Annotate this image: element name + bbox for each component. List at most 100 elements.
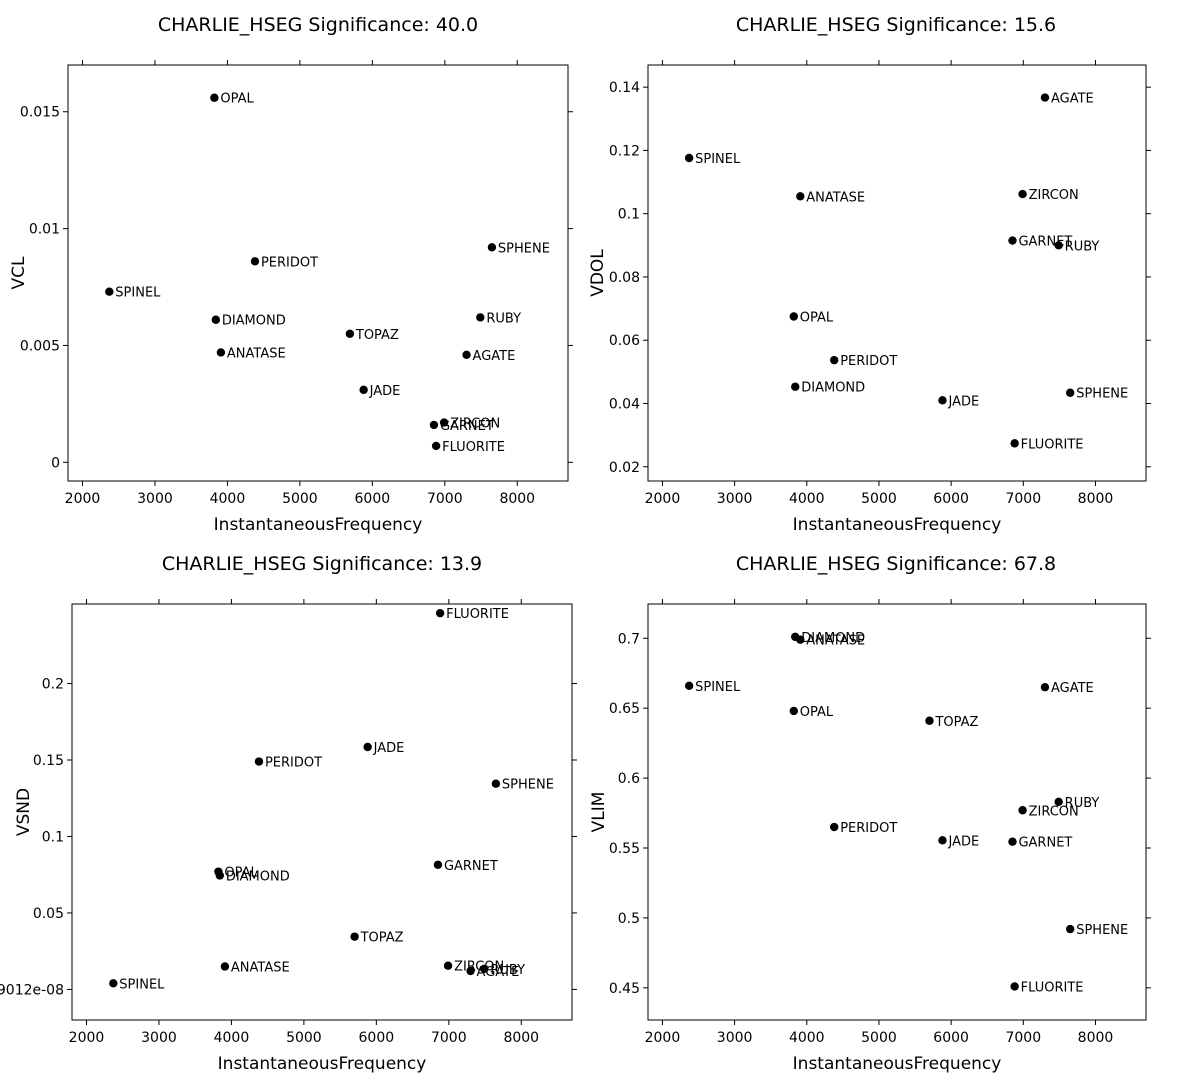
data-point-label: ANATASE — [231, 960, 290, 975]
data-point — [480, 964, 489, 973]
x-axis-label: InstantaneousFrequency — [793, 1054, 1002, 1074]
x-axis-label: InstantaneousFrequency — [793, 515, 1002, 535]
data-point-label: ZIRCON — [1029, 804, 1079, 819]
y-tick-label: 0.015 — [20, 105, 60, 121]
data-point — [796, 635, 805, 644]
data-point-label: JADE — [947, 834, 979, 849]
data-point-label: GARNET — [440, 419, 494, 434]
data-point — [789, 312, 798, 321]
data-point-label: DIAMOND — [801, 631, 865, 646]
data-point-label: DIAMOND — [222, 314, 286, 329]
x-tick-label: 7000 — [427, 491, 463, 507]
data-point — [487, 243, 497, 252]
x-tick-label: 5000 — [861, 491, 897, 507]
data-point-label: RUBY — [1065, 796, 1100, 811]
data-point — [1054, 797, 1063, 807]
data-point — [220, 962, 230, 971]
data-point — [791, 382, 800, 391]
data-point-label: ZIRCON — [450, 417, 500, 432]
data-point-label: FLUORITE — [1021, 980, 1084, 995]
y-tick-label: 1.49012e-08 — [0, 982, 64, 998]
data-point — [431, 441, 441, 451]
data-point — [1066, 388, 1075, 397]
data-point — [350, 932, 359, 941]
y-tick-label: 0.05 — [33, 906, 64, 922]
data-point — [109, 979, 118, 988]
data-point — [1018, 806, 1027, 815]
data-point-label: FLUORITE — [442, 440, 505, 455]
y-tick-label: 0.65 — [609, 701, 640, 717]
x-tick-label: 2000 — [65, 491, 101, 507]
data-point — [429, 420, 439, 430]
data-point-label: FLUORITE — [1021, 437, 1084, 452]
x-tick-label: 2000 — [645, 491, 681, 507]
chart-title: CHARLIE_HSEG Significance: 13.9 — [162, 553, 482, 575]
data-point — [345, 329, 355, 338]
x-tick-label: 7000 — [1005, 491, 1041, 507]
data-point — [938, 836, 947, 845]
x-tick-label: 6000 — [355, 491, 391, 507]
data-point — [1040, 93, 1050, 102]
x-tick-label: 6000 — [933, 491, 969, 507]
data-point-label: TOPAZ — [360, 931, 404, 946]
data-point-label: ANATASE — [806, 634, 865, 649]
x-tick-label: 5000 — [282, 491, 318, 507]
data-point — [1010, 439, 1019, 448]
x-tick-label: 5000 — [286, 1030, 322, 1046]
x-tick-label: 8000 — [1078, 1030, 1114, 1046]
data-point-label: JADE — [373, 741, 405, 756]
data-point — [216, 348, 226, 357]
data-point — [433, 860, 443, 869]
x-axis-label: InstantaneousFrequency — [214, 515, 423, 535]
y-tick-label: 0.5 — [618, 911, 640, 927]
x-tick-label: 8000 — [503, 1030, 539, 1046]
data-point-label: ANATASE — [227, 346, 286, 361]
data-point-label: PERIDOT — [261, 255, 318, 270]
data-point-label: SPHENE — [1076, 923, 1128, 938]
data-point — [684, 153, 694, 163]
y-tick-label: 0.7 — [618, 631, 640, 647]
data-point — [938, 396, 947, 405]
y-tick-label: 0.15 — [33, 753, 64, 769]
data-point-label: OPAL — [224, 866, 258, 881]
x-tick-label: 4000 — [210, 491, 246, 507]
chart-title: CHARLIE_HSEG Significance: 15.6 — [736, 14, 1056, 36]
data-point-label: RUBY — [1065, 239, 1100, 254]
plot-frame — [67, 64, 569, 482]
data-point-label: SPINEL — [695, 152, 741, 167]
data-point-label: SPINEL — [115, 286, 161, 301]
data-point — [210, 93, 219, 102]
data-point-label: OPAL — [800, 310, 834, 325]
y-tick-label: 0.6 — [618, 771, 640, 787]
plot-frame — [647, 603, 1147, 1021]
y-axis-label: VDOL — [588, 249, 608, 297]
y-tick-label: 0 — [51, 455, 60, 471]
x-tick-label: 8000 — [499, 491, 535, 507]
x-tick-label: 6000 — [933, 1030, 969, 1046]
data-point-label: OPAL — [800, 705, 834, 720]
data-point-label: AGATE — [477, 965, 520, 980]
data-point-label: SPINEL — [695, 680, 741, 695]
x-tick-label: 3000 — [717, 491, 753, 507]
y-tick-label: 0.005 — [20, 338, 60, 354]
y-tick-label: 0.1 — [618, 207, 640, 223]
data-point — [1018, 189, 1027, 199]
y-tick-label: 0.55 — [609, 841, 640, 857]
x-tick-label: 4000 — [789, 491, 825, 507]
x-tick-label: 3000 — [717, 1030, 753, 1046]
x-tick-label: 4000 — [789, 1030, 825, 1046]
data-point-label: PERIDOT — [265, 756, 322, 771]
y-tick-label: 0.06 — [609, 333, 640, 349]
y-tick-label: 0.08 — [609, 270, 640, 286]
data-point-label: DIAMOND — [801, 381, 865, 396]
y-axis-label: VCL — [9, 256, 29, 289]
x-tick-label: 5000 — [861, 1030, 897, 1046]
x-tick-label: 7000 — [1005, 1030, 1041, 1046]
y-tick-label: 0.04 — [609, 396, 640, 412]
y-tick-label: 0.02 — [609, 460, 640, 476]
x-tick-label: 3000 — [137, 491, 173, 507]
chart-panel-3: CHARLIE_HSEG Significance: 13.9 2000 3000 4… — [0, 553, 577, 1074]
y-tick-label: 0.14 — [609, 80, 640, 96]
chart-title: CHARLIE_HSEG Significance: 67.8 — [736, 553, 1056, 575]
